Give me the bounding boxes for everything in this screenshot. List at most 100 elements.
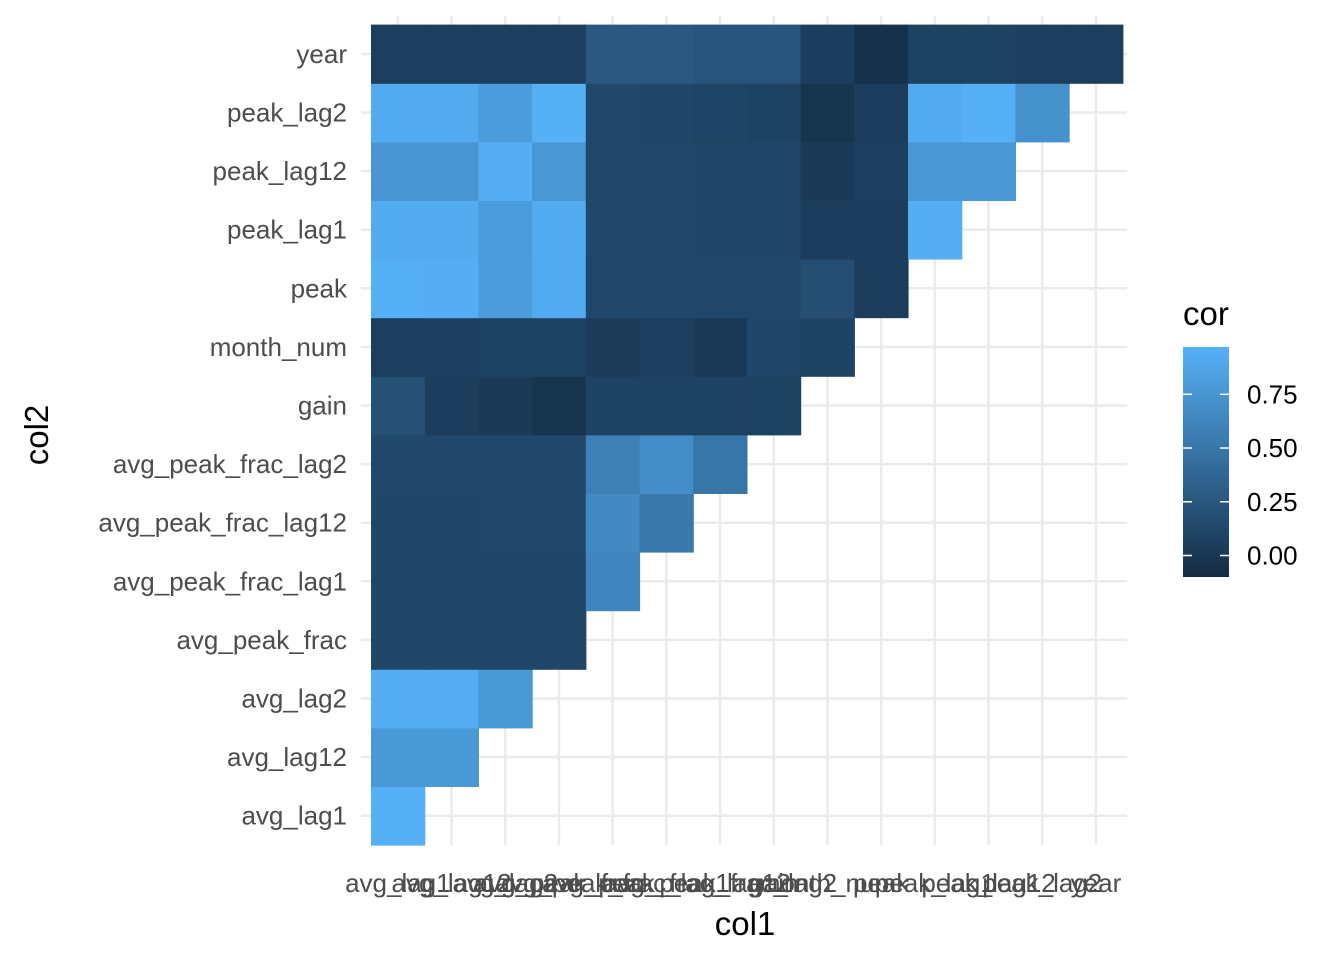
x-tick-label: avg_peak_frac_lag12 <box>542 868 791 898</box>
color-legend: cor 0.00 0.25 0.50 0.75 <box>1183 295 1298 577</box>
y-tick-label: year <box>296 39 347 69</box>
heatmap-cell-avg_peak_frac-year <box>532 24 587 84</box>
legend-tick-label: 0.00 <box>1247 541 1298 571</box>
heatmap-cell-avg_lag12-avg_peak_frac_lag1 <box>424 552 479 612</box>
heatmap-cell-gain-peak_lag2 <box>746 83 802 143</box>
y-tick-label: peak_lag12 <box>213 156 347 186</box>
heatmap-cell-avg_peak_frac_lag2-peak_lag1 <box>693 200 748 260</box>
y-tick-label: avg_lag1 <box>241 801 347 831</box>
legend-tick-label: 0.25 <box>1247 487 1298 517</box>
heatmap-cell-avg_lag12-avg_peak_frac_lag2 <box>424 434 479 494</box>
heatmap-cell-gain-gain <box>746 376 802 436</box>
heatmap-cell-peak_lag2-peak_lag2 <box>1015 83 1070 143</box>
heatmap-cell-month_num-month_num <box>800 317 855 377</box>
heatmap-cell-avg_lag12-peak <box>424 259 479 319</box>
heatmap-cell-gain-year <box>746 24 802 84</box>
heatmap-cell-gain-peak_lag12 <box>746 141 802 201</box>
heatmap-cell-avg_peak_frac-gain <box>532 376 587 436</box>
heatmap-cell-avg_lag12-peak_lag1 <box>424 200 479 260</box>
heatmap-cell-month_num-year <box>800 24 855 84</box>
heatmap-cell-avg_peak_frac_lag1-year <box>585 24 641 84</box>
heatmap-cell-peak_lag12-year <box>961 24 1016 84</box>
y-tick-label: avg_peak_frac_lag12 <box>98 508 347 538</box>
heatmap-cell-avg_peak_frac-peak_lag2 <box>532 83 587 143</box>
heatmap-cell-avg_lag1-peak_lag12 <box>371 141 426 201</box>
heatmap-cell-avg_peak_frac_lag1-avg_peak_frac_lag2 <box>585 434 641 494</box>
x-tick-label: avg_lag1 <box>345 868 451 898</box>
heatmap-cell-avg_lag1-avg_lag12 <box>371 727 426 787</box>
heatmap-cell-avg_peak_frac_lag12-gain <box>639 376 694 436</box>
heatmap-cell-avg_lag2-month_num <box>478 317 533 377</box>
y-tick-label: avg_peak_frac_lag1 <box>113 566 347 596</box>
heatmap-cell-avg_peak_frac_lag12-month_num <box>639 317 694 377</box>
heatmap-cell-avg_peak_frac_lag2-year <box>693 24 748 84</box>
heatmap-cell-peak-year <box>854 24 909 84</box>
heatmap-cell-avg_lag12-year <box>424 24 479 84</box>
legend-colorbar <box>1183 347 1229 577</box>
heatmap-cell-avg_lag1-avg_peak_frac_lag1 <box>371 552 426 612</box>
heatmap-cell-avg_lag12-avg_lag2 <box>424 669 479 729</box>
heatmap-cell-avg_lag12-peak_lag12 <box>424 141 479 201</box>
heatmap-cell-peak_lag1-peak_lag1 <box>908 200 963 260</box>
heatmap-cell-avg_peak_frac_lag2-peak_lag2 <box>693 83 748 143</box>
heatmap-cell-avg_peak_frac_lag2-peak_lag12 <box>693 141 748 201</box>
heatmap-cell-month_num-peak_lag2 <box>800 83 855 143</box>
y-tick-label: avg_lag12 <box>227 742 347 772</box>
heatmap-cell-peak-peak_lag2 <box>854 83 909 143</box>
heatmap-cell-avg_peak_frac-month_num <box>532 317 587 377</box>
heatmap-cell-avg_lag12-avg_peak_frac_lag12 <box>424 493 479 553</box>
heatmap-cell-avg_lag2-avg_peak_frac_lag1 <box>478 552 533 612</box>
heatmap-cell-avg_peak_frac_lag12-avg_peak_frac_lag12 <box>639 493 694 553</box>
heatmap-cell-avg_lag1-gain <box>371 376 426 436</box>
heatmap-cell-avg_peak_frac_lag1-peak_lag12 <box>585 141 641 201</box>
y-tick-label: peak_lag1 <box>227 215 347 245</box>
x-tick-label: avg_lag2 <box>452 868 558 898</box>
heatmap-cell-avg_peak_frac-peak_lag12 <box>532 141 587 201</box>
heatmap-cell-avg_peak_frac_lag12-peak_lag2 <box>639 83 694 143</box>
heatmap-cell-avg_peak_frac-avg_peak_frac_lag12 <box>532 493 587 553</box>
heatmap-cell-avg_lag1-avg_lag2 <box>371 669 426 729</box>
heatmap-cell-avg_peak_frac_lag2-gain <box>693 376 748 436</box>
heatmap-cell-avg_peak_frac_lag12-peak_lag1 <box>639 200 694 260</box>
x-tick-label: peak_lag2 <box>982 868 1102 898</box>
heatmap-cell-avg_peak_frac-avg_peak_frac <box>532 610 587 670</box>
heatmap-cell-peak-peak <box>854 259 909 319</box>
y-tick-label: avg_lag2 <box>241 684 347 714</box>
heatmap-cell-avg_lag2-peak_lag12 <box>478 141 533 201</box>
heatmap-cell-peak_lag12-peak_lag12 <box>961 141 1016 201</box>
x-tick-label: avg_lag12 <box>392 868 512 898</box>
heatmap-cell-avg_peak_frac_lag2-month_num <box>693 317 748 377</box>
heatmap-cell-avg_lag12-gain <box>424 376 479 436</box>
heatmap-cell-avg_peak_frac_lag2-avg_peak_frac_lag2 <box>693 434 748 494</box>
y-tick-label: peak <box>291 273 348 303</box>
x-tick-labels: avg_lag1avg_lag12avg_lag2avg_peak_fracav… <box>345 868 1122 898</box>
heatmap-cell-peak-peak_lag12 <box>854 141 909 201</box>
legend-tick-label: 0.75 <box>1247 379 1298 409</box>
heatmap-cell-avg_lag2-avg_peak_frac_lag12 <box>478 493 533 553</box>
heatmap-cell-gain-month_num <box>746 317 802 377</box>
heatmap-cell-avg_lag12-month_num <box>424 317 479 377</box>
heatmap-cell-avg_lag1-month_num <box>371 317 426 377</box>
heatmap-cell-avg_peak_frac_lag1-peak_lag2 <box>585 83 641 143</box>
y-tick-label: gain <box>298 391 347 421</box>
heatmap-cells <box>371 24 1124 846</box>
x-axis-title: col1 <box>715 905 776 942</box>
heatmap-cell-year-year <box>1069 24 1124 84</box>
x-tick-label: month_num <box>759 868 896 898</box>
heatmap-cell-avg_peak_frac_lag1-peak <box>585 259 641 319</box>
heatmap-cell-month_num-peak_lag1 <box>800 200 855 260</box>
x-tick-label: peak <box>853 868 910 898</box>
y-tick-label: month_num <box>210 332 347 362</box>
heatmap-cell-avg_lag2-gain <box>478 376 533 436</box>
x-tick-label: avg_peak_frac_lag1 <box>496 868 730 898</box>
heatmap-cell-avg_peak_frac_lag12-peak_lag12 <box>639 141 694 201</box>
heatmap-cell-avg_peak_frac_lag2-peak <box>693 259 748 319</box>
x-tick-label: peak_lag1 <box>875 868 995 898</box>
heatmap-cell-avg_lag1-avg_peak_frac_lag12 <box>371 493 426 553</box>
heatmap-cell-avg_lag1-peak_lag1 <box>371 200 426 260</box>
heatmap-cell-avg_lag2-year <box>478 24 533 84</box>
heatmap-cell-avg_peak_frac-peak_lag1 <box>532 200 587 260</box>
x-tick-label: avg_peak_frac <box>474 868 645 898</box>
heatmap-cell-avg_peak_frac_lag12-year <box>639 24 694 84</box>
